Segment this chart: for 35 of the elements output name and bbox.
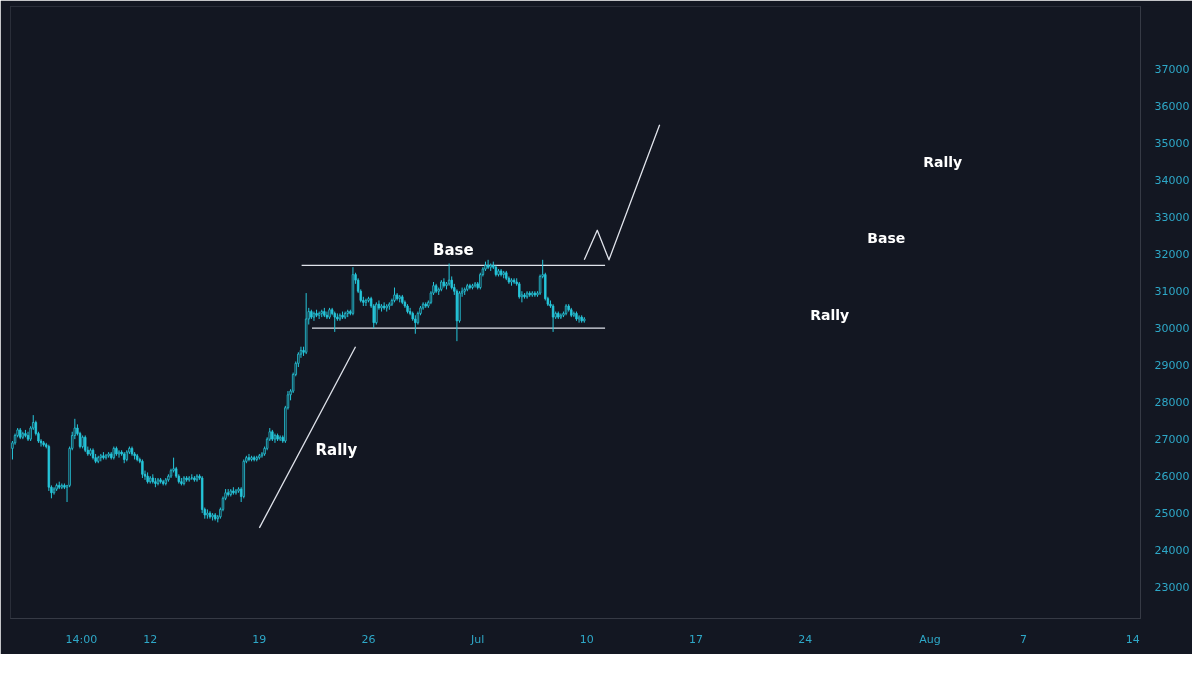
x-tick-label: 24 — [798, 632, 813, 646]
y-tick-label: 31000 — [1154, 285, 1190, 299]
y-tick-label: 27000 — [1154, 433, 1190, 447]
x-tick-label: Aug — [919, 632, 941, 646]
y-tick-label: 35000 — [1154, 137, 1190, 151]
x-tick-label: Jul — [470, 632, 485, 646]
series-label: Rally — [315, 441, 358, 460]
candlestick — [375, 301, 378, 326]
y-tick-label: 26000 — [1154, 470, 1190, 484]
candlestick — [447, 263, 451, 287]
x-tick-label: 14 — [1125, 632, 1140, 646]
y-tick-label: 23000 — [1154, 581, 1190, 595]
y-tick-label: 30000 — [1154, 322, 1190, 336]
annotation: Rally — [923, 153, 963, 170]
x-tick-label: 12 — [143, 632, 158, 646]
x-tick-label: 26 — [361, 632, 376, 646]
series-label: Base — [433, 241, 474, 260]
x-tick-label: 19 — [252, 632, 267, 646]
y-tick-label: 28000 — [1154, 396, 1190, 410]
x-tick-label: 17 — [689, 632, 704, 646]
y-tick-label: 32000 — [1154, 248, 1190, 262]
x-tick-label: 14:00 — [65, 632, 98, 646]
y-tick-label: 33000 — [1154, 211, 1190, 225]
candlestick — [414, 314, 417, 335]
y-tick-label: 24000 — [1154, 544, 1190, 558]
annotation: Base — [867, 230, 906, 247]
y-tick-label: 29000 — [1154, 359, 1190, 373]
candlestick — [325, 311, 329, 320]
annotation: Rally — [810, 306, 850, 323]
x-tick-label: 10 — [579, 632, 594, 646]
y-tick-label: 25000 — [1154, 507, 1190, 521]
y-tick-label: 34000 — [1154, 174, 1190, 188]
y-tick-label: 37000 — [1154, 63, 1190, 77]
x-tick-label: 7 — [1020, 632, 1028, 646]
y-tick-label: 36000 — [1154, 100, 1190, 114]
